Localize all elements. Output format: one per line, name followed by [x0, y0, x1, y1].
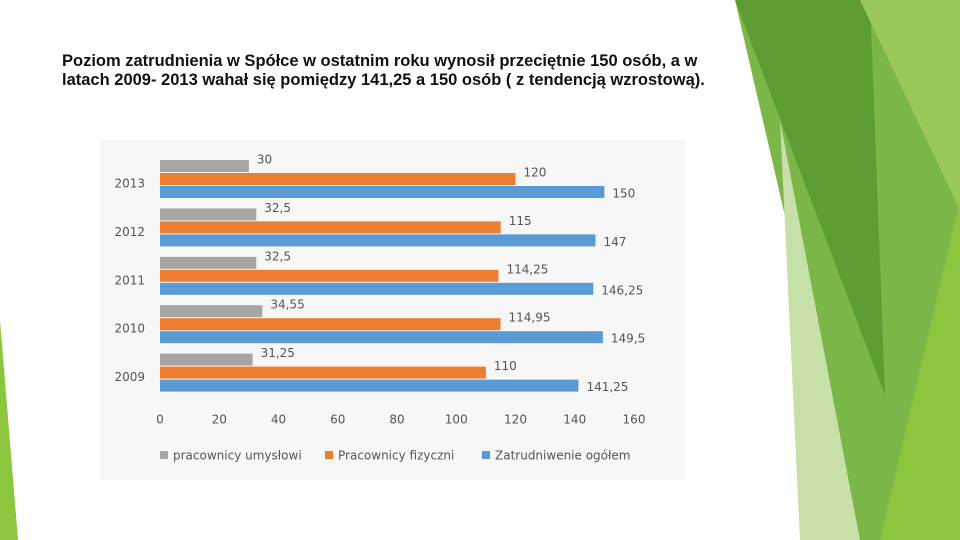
bar	[160, 366, 486, 379]
legend-swatch	[325, 451, 333, 459]
y-tick-label: 2010	[114, 322, 145, 336]
x-tick-label: 60	[330, 413, 345, 427]
y-tick-label: 2009	[114, 370, 145, 384]
x-tick-label: 80	[389, 413, 404, 427]
bar	[160, 234, 596, 247]
bar	[160, 353, 253, 366]
bar	[160, 379, 579, 392]
bar	[160, 208, 257, 221]
x-tick-label: 100	[445, 413, 468, 427]
bar	[160, 221, 501, 234]
bar	[160, 305, 263, 318]
bar	[160, 186, 605, 198]
decoration	[0, 320, 18, 540]
data-label: 150	[612, 187, 635, 201]
bar	[160, 173, 516, 185]
bar	[160, 256, 257, 269]
data-label: 34,55	[270, 298, 304, 312]
data-label: 110	[494, 359, 517, 373]
decoration	[735, 0, 885, 395]
x-tick-label: 120	[504, 413, 527, 427]
x-tick-label: 140	[563, 413, 586, 427]
data-label: 120	[524, 166, 547, 180]
data-label: 149,5	[611, 332, 645, 346]
y-tick-label: 2011	[114, 273, 145, 287]
x-tick-label: 0	[156, 413, 164, 427]
slide-title: Poziom zatrudnienia w Spółce w ostatnim …	[62, 52, 705, 89]
x-tick-label: 160	[623, 413, 646, 427]
data-label: 147	[603, 235, 626, 249]
data-label: 115	[509, 214, 532, 228]
bar	[160, 160, 249, 172]
x-tick-label: 40	[271, 413, 286, 427]
data-label: 114,95	[509, 311, 551, 325]
data-label: 32,5	[264, 201, 291, 215]
data-label: 114,25	[506, 262, 548, 276]
x-tick-label: 20	[212, 413, 227, 427]
decoration	[880, 200, 960, 540]
data-label: 141,25	[586, 380, 628, 394]
y-tick-label: 2013	[114, 177, 145, 191]
legend-label: Zatrudniwenie ogółem	[495, 449, 631, 463]
decoration	[780, 120, 860, 540]
data-label: 31,25	[261, 346, 295, 360]
data-label: 32,5	[264, 249, 291, 263]
data-label: 146,25	[601, 283, 643, 297]
bar	[160, 282, 594, 295]
bar	[160, 269, 499, 282]
bar	[160, 331, 603, 344]
legend-swatch	[482, 451, 490, 459]
data-label: 30	[257, 153, 272, 167]
legend-label: Pracownicy fizyczni	[338, 449, 454, 463]
decoration	[860, 0, 960, 210]
bar	[160, 318, 501, 331]
legend-label: pracownicy umysłowi	[173, 449, 302, 463]
legend-swatch	[160, 451, 168, 459]
y-tick-label: 2012	[114, 225, 145, 239]
